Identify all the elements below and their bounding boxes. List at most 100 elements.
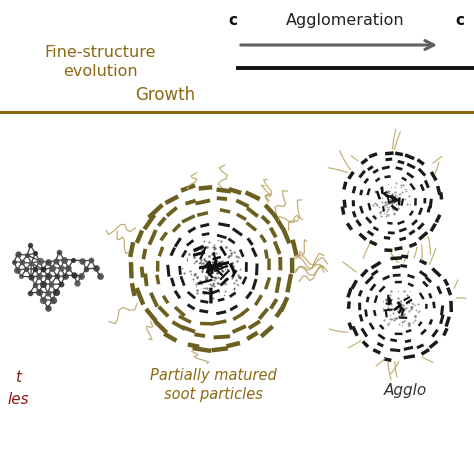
Point [384,302,392,310]
Point [388,306,395,313]
Point [390,205,397,213]
Point [396,197,404,205]
Point [214,236,221,243]
Point [213,267,221,275]
Point [96,273,104,280]
Text: Agglo: Agglo [383,383,427,398]
Point [77,273,85,280]
Point [27,242,34,249]
Point [210,280,218,288]
Point [396,299,403,306]
Point [210,273,217,281]
Point [44,272,52,280]
Point [205,266,213,273]
Point [211,274,219,282]
Point [402,187,410,194]
Point [237,274,244,282]
Point [203,262,210,270]
Point [222,243,230,250]
Point [228,262,235,270]
Point [384,298,392,306]
Point [55,248,63,256]
Point [201,272,209,280]
Point [215,289,222,296]
Point [383,200,391,208]
Point [23,265,30,273]
Point [396,306,404,313]
Point [397,303,405,310]
Point [373,201,380,208]
Point [234,257,241,264]
Point [404,293,412,301]
Point [400,301,407,309]
Point [215,260,223,268]
Point [207,270,214,278]
Point [218,268,226,275]
Point [396,302,404,310]
Point [393,307,401,315]
Point [414,300,422,308]
Point [230,285,238,292]
Point [202,274,210,282]
Point [383,301,391,309]
Point [387,306,395,313]
Point [217,237,224,245]
Point [210,244,218,251]
Point [384,180,392,188]
Point [202,257,210,264]
Point [395,321,402,328]
Point [211,259,219,266]
Point [371,188,379,195]
Point [408,302,415,310]
Point [397,304,405,311]
Point [213,280,221,287]
Point [191,271,199,278]
Point [385,197,393,205]
Point [400,288,408,295]
Point [208,266,216,273]
Point [31,281,39,288]
Point [384,304,392,312]
Point [39,296,47,304]
Point [394,200,402,207]
Point [212,256,219,264]
Point [383,189,391,196]
Point [390,210,398,218]
Point [203,243,211,251]
Point [380,316,388,323]
Point [70,271,78,279]
Point [399,305,407,313]
Point [234,280,241,288]
Point [397,297,405,304]
Point [386,195,393,202]
Point [388,183,395,191]
Point [383,212,390,220]
Point [211,244,219,252]
Point [227,251,235,259]
Point [392,315,400,322]
Point [394,204,401,211]
Point [44,289,52,296]
Point [221,287,229,295]
Point [232,252,240,260]
Point [232,276,240,284]
Point [39,265,47,273]
Point [214,273,221,281]
Point [185,250,192,257]
Point [212,262,219,270]
Point [210,264,217,271]
Point [388,295,396,302]
Point [395,312,403,320]
Point [187,271,194,278]
Point [205,258,212,265]
Point [388,191,395,199]
Point [206,281,213,288]
Point [200,284,207,292]
Point [183,255,191,262]
Point [416,307,423,315]
Point [195,264,203,272]
Point [211,263,219,270]
Point [385,307,393,314]
Point [92,264,100,272]
Point [210,264,218,271]
